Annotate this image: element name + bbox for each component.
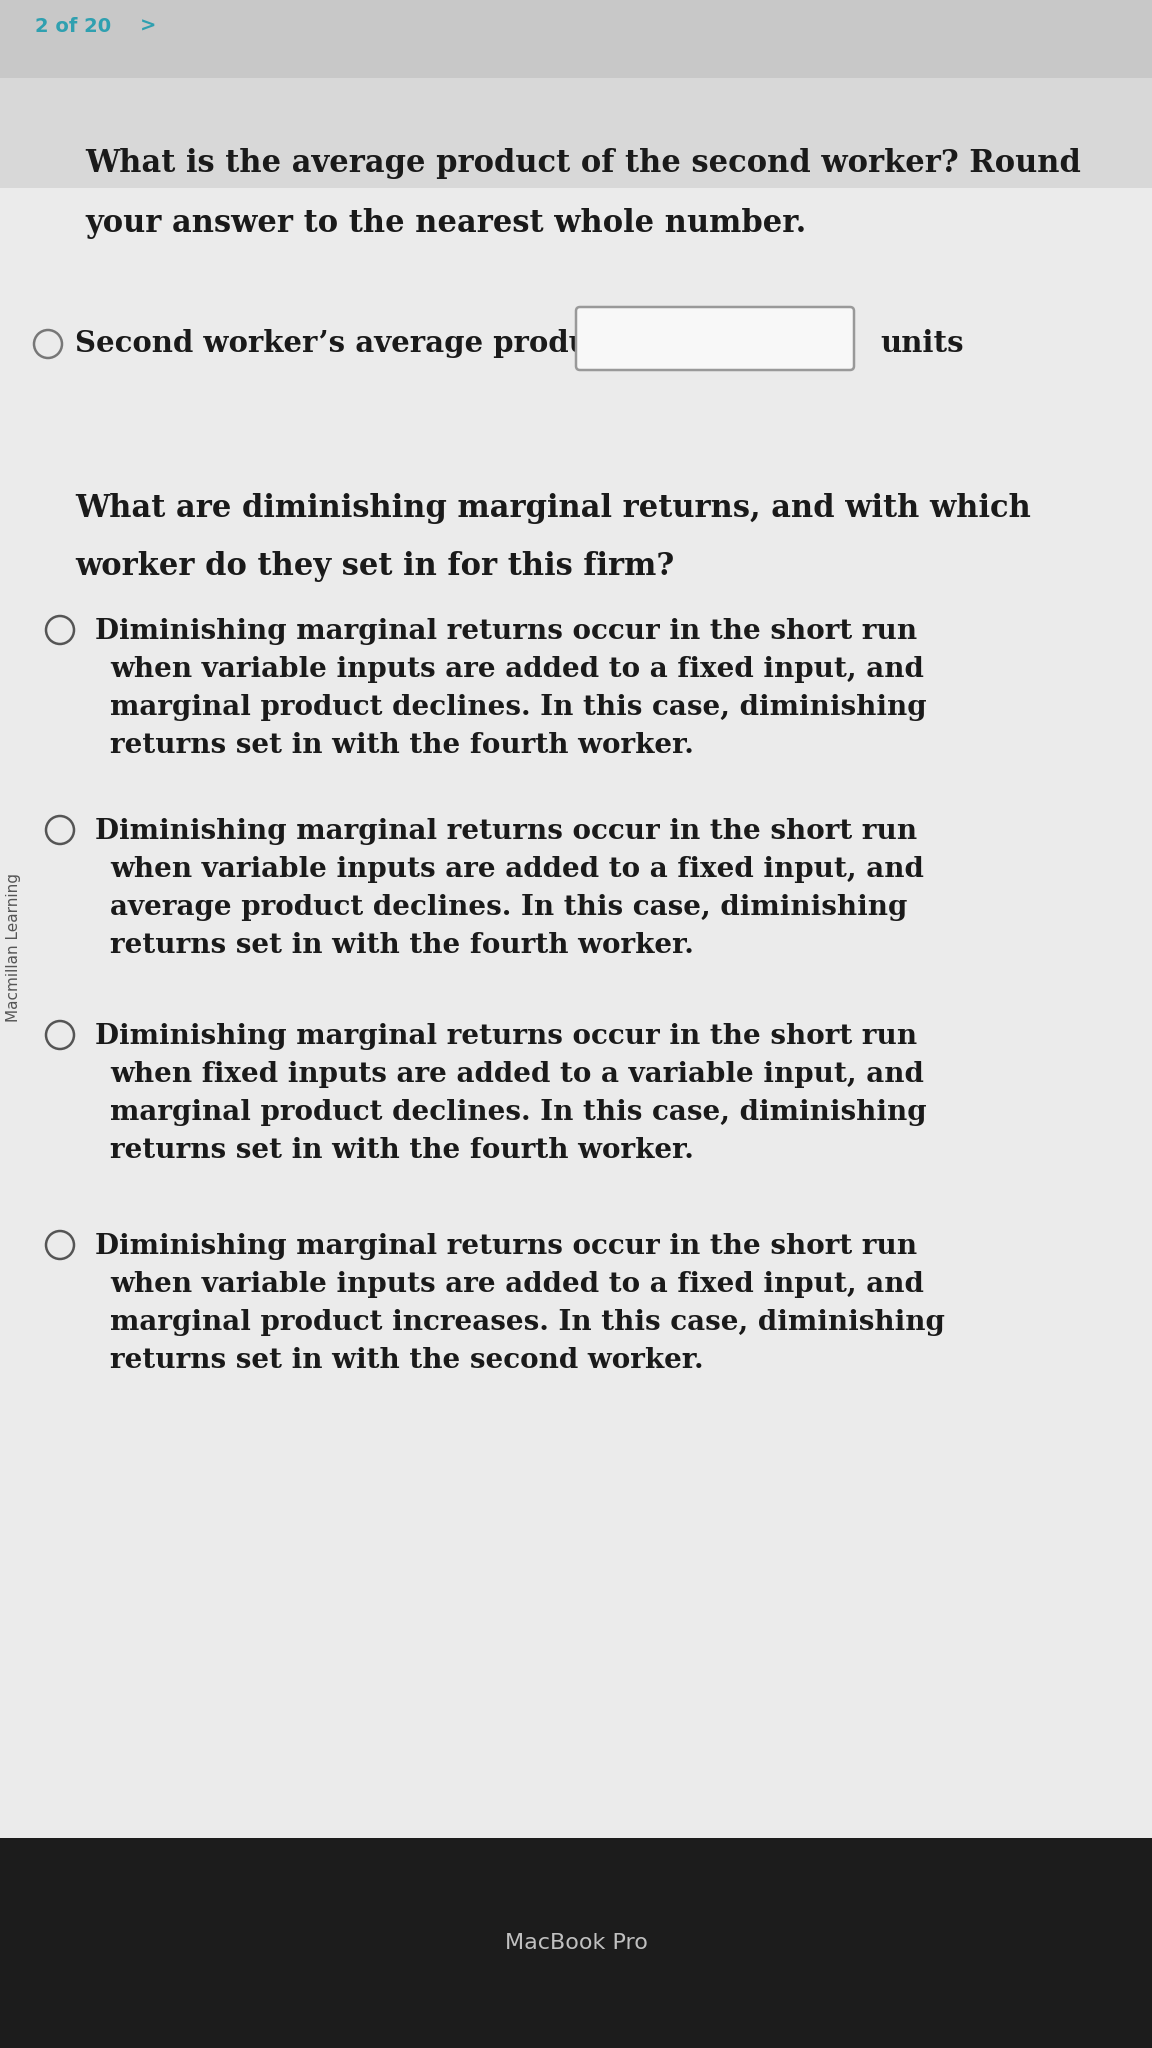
Text: returns set in with the fourth worker.: returns set in with the fourth worker. xyxy=(109,1137,694,1163)
Text: marginal product increases. In this case, diminishing: marginal product increases. In this case… xyxy=(109,1309,945,1335)
Text: What is the average product of the second worker? Round: What is the average product of the secon… xyxy=(85,147,1081,178)
Text: when variable inputs are added to a fixed input, and: when variable inputs are added to a fixe… xyxy=(109,1272,924,1298)
Text: when variable inputs are added to a fixed input, and: when variable inputs are added to a fixe… xyxy=(109,655,924,682)
Text: units: units xyxy=(880,330,963,358)
Text: What are diminishing marginal returns, and with which: What are diminishing marginal returns, a… xyxy=(75,494,1031,524)
Text: Diminishing marginal returns occur in the short run: Diminishing marginal returns occur in th… xyxy=(94,1233,917,1260)
Text: Macmillan Learning: Macmillan Learning xyxy=(7,874,22,1022)
Text: worker do they set in for this firm?: worker do they set in for this firm? xyxy=(75,551,674,582)
Text: returns set in with the fourth worker.: returns set in with the fourth worker. xyxy=(109,731,694,760)
Text: when variable inputs are added to a fixed input, and: when variable inputs are added to a fixe… xyxy=(109,856,924,883)
Text: marginal product declines. In this case, diminishing: marginal product declines. In this case,… xyxy=(109,1100,926,1126)
Text: Diminishing marginal returns occur in the short run: Diminishing marginal returns occur in th… xyxy=(94,817,917,846)
Text: Second worker’s average product:: Second worker’s average product: xyxy=(75,330,632,358)
Bar xyxy=(0,0,1152,78)
Text: returns set in with the second worker.: returns set in with the second worker. xyxy=(109,1348,704,1374)
Text: >: > xyxy=(141,16,157,35)
Text: average product declines. In this case, diminishing: average product declines. In this case, … xyxy=(109,895,908,922)
Text: when fixed inputs are added to a variable input, and: when fixed inputs are added to a variabl… xyxy=(109,1061,924,1087)
Text: returns set in with the fourth worker.: returns set in with the fourth worker. xyxy=(109,932,694,958)
Bar xyxy=(0,1837,1152,2048)
Text: marginal product declines. In this case, diminishing: marginal product declines. In this case,… xyxy=(109,694,926,721)
Text: Diminishing marginal returns occur in the short run: Diminishing marginal returns occur in th… xyxy=(94,1024,917,1051)
Bar xyxy=(0,188,1152,1837)
Text: 2 of 20: 2 of 20 xyxy=(35,16,111,35)
Text: your answer to the nearest whole number.: your answer to the nearest whole number. xyxy=(85,209,806,240)
Text: MacBook Pro: MacBook Pro xyxy=(505,1933,647,1954)
FancyBboxPatch shape xyxy=(576,307,854,371)
Text: Diminishing marginal returns occur in the short run: Diminishing marginal returns occur in th… xyxy=(94,618,917,645)
